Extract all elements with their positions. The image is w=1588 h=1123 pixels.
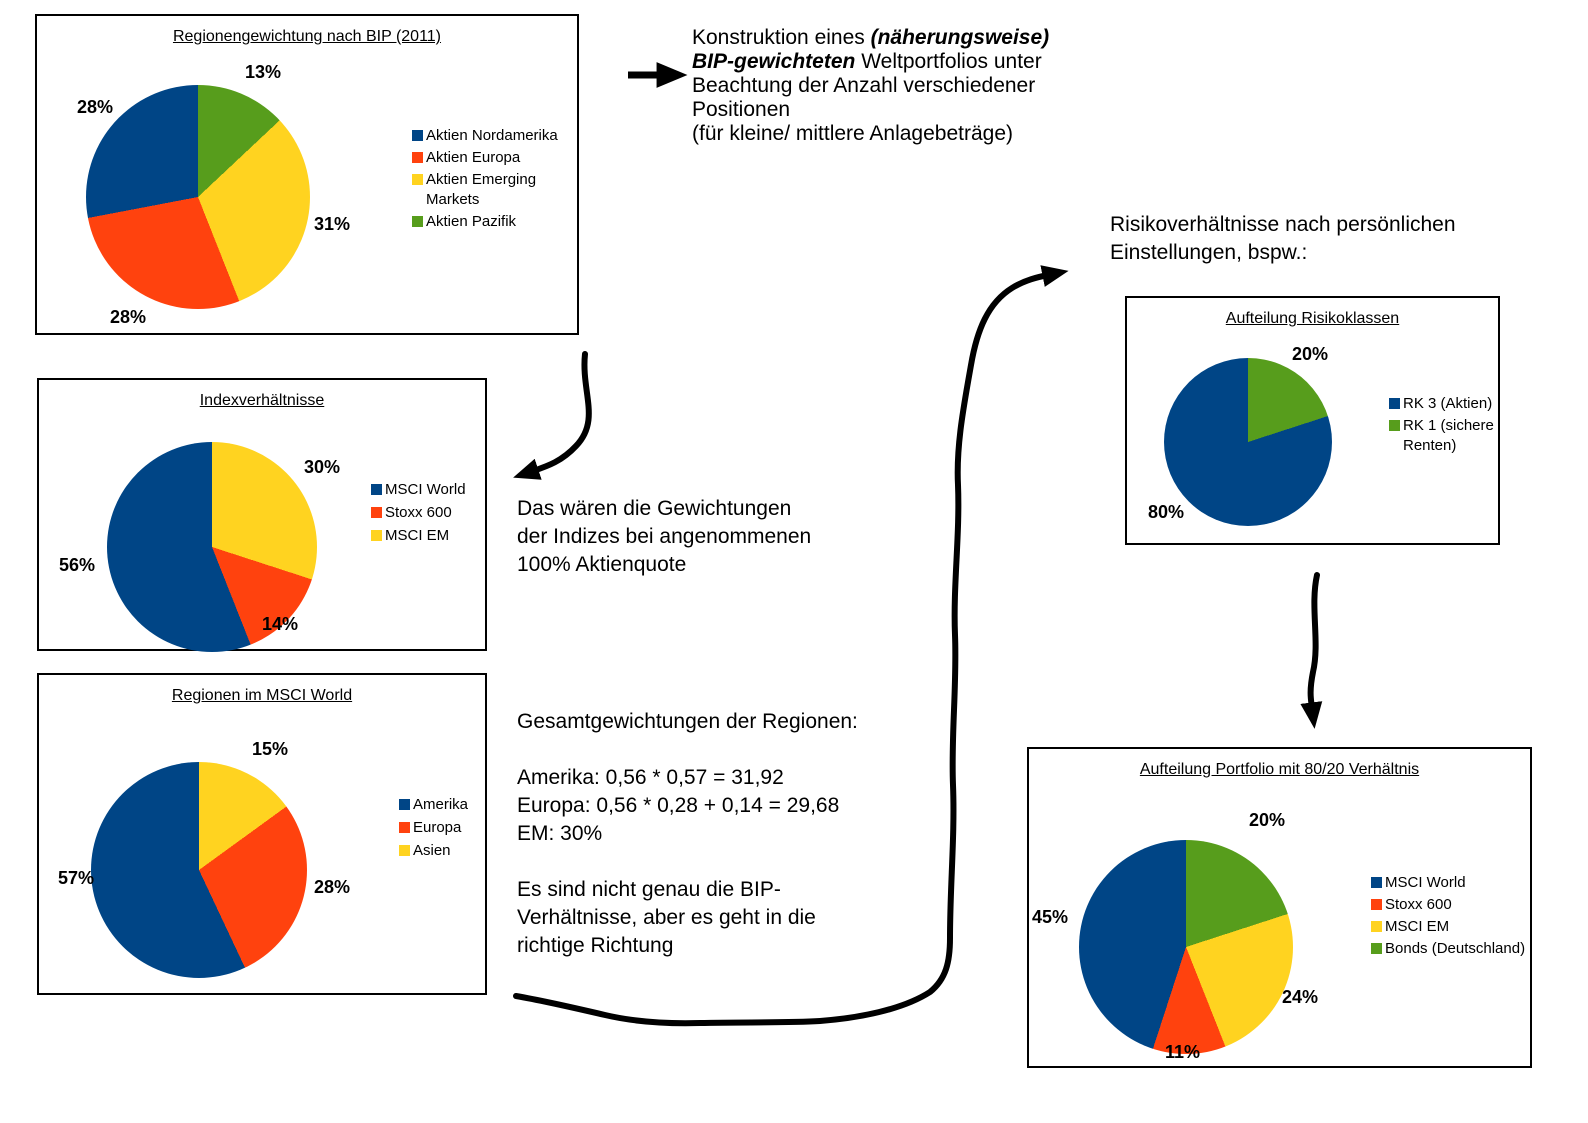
legend-swatch [399, 822, 410, 833]
chart-panel-risikoklassen: Aufteilung Risikoklassen 80% 20% RK 3 (Akt… [1125, 296, 1500, 545]
pie-slice-label: 56% [59, 555, 96, 575]
legend-item: RK 1 (sichere Renten) [1389, 416, 1509, 456]
legend-swatch [399, 799, 410, 810]
legend-item: Aktien Europa [412, 148, 570, 168]
text-segment: Beachtung der Anzahl verschiedener [692, 74, 1036, 97]
legend-item: MSCI World [1371, 873, 1556, 893]
pie-slice-label: 30% [304, 457, 341, 477]
legend-item: MSCI EM [1371, 917, 1556, 937]
legend-item: MSCI World [371, 480, 501, 500]
legend-swatch [412, 130, 423, 141]
chart-legend: Amerika Europa Asien [399, 795, 509, 861]
legend-swatch [1371, 921, 1382, 932]
legend-label: Aktien Emerging Markets [426, 171, 537, 208]
legend-label: Aktien Pazifik [426, 213, 517, 230]
legend-item: RK 3 (Aktien) [1389, 394, 1509, 414]
arrow-chart1-to-index-note [513, 351, 592, 480]
pie-slice-label: 20% [1249, 810, 1286, 830]
legend-swatch [399, 845, 410, 856]
text-segment: Konstruktion eines [692, 26, 871, 49]
pie-slice-label: 28% [77, 97, 114, 117]
legend-swatch [371, 507, 382, 518]
legend-swatch [371, 484, 382, 495]
chart-title-bip-gewichtung: Regionengewichtung nach BIP (2011) [172, 28, 442, 45]
risikoverhaeltnisse-note: Risikoverhältnisse nach persönlichen Ein… [1110, 213, 1456, 264]
legend-swatch [412, 216, 423, 227]
chart-title-regionen-msci-world: Regionen im MSCI World [171, 687, 353, 704]
text-segment: Weltportfolios unter [855, 50, 1042, 73]
legend-swatch [371, 530, 382, 541]
legend-swatch [1389, 420, 1400, 431]
legend-item: Bonds (Deutschland) [1371, 939, 1556, 959]
legend-label: Europa [413, 819, 462, 836]
chart-title-portfolio-80-20: Aufteilung Portfolio mit 80/20 Verhältni… [1139, 761, 1420, 778]
chart-legend: RK 3 (Aktien) RK 1 (sichere Renten) [1389, 394, 1509, 456]
legend-label: Amerika [413, 796, 469, 813]
legend-label: RK 3 (Aktien) [1403, 395, 1493, 412]
legend-item: Europa [399, 818, 509, 838]
chart-panel-portfolio-80-20: Aufteilung Portfolio mit 80/20 Verhältni… [1027, 747, 1532, 1068]
pie-slice-label: 11% [1165, 1042, 1201, 1062]
pie-slice-label: 80% [1148, 502, 1185, 522]
chart-title-indexverhaeltnisse: Indexverhältnisse [199, 392, 325, 409]
legend-swatch [412, 174, 423, 185]
legend-item: MSCI EM [371, 526, 501, 546]
pie-slice-label: 31% [314, 214, 351, 234]
chart-title-risikoklassen: Aufteilung Risikoklassen [1225, 310, 1400, 327]
legend-label: Aktien Europa [426, 149, 521, 166]
das-waeren-note: Das wären die Gewichtungen der Indizes b… [517, 497, 812, 576]
pie-graphic [1079, 840, 1293, 1054]
legend-swatch [1371, 877, 1382, 888]
legend-item: Stoxx 600 [371, 503, 501, 523]
legend-label: MSCI EM [1385, 918, 1450, 935]
legend-item: Amerika [399, 795, 509, 815]
arrow-risikoklassen-to-portfolio [1300, 572, 1323, 729]
legend-label: RK 1 (sichere Renten) [1403, 417, 1494, 454]
pie-slice-label: 57% [58, 868, 95, 888]
chart-panel-bip-gewichtung: Regionengewichtung nach BIP (2011) 28% 28… [35, 14, 579, 335]
chart-legend: MSCI World Stoxx 600 MSCI EM Bonds (Deutsch… [1371, 873, 1556, 959]
legend-item: Stoxx 600 [1371, 895, 1556, 915]
legend-label: MSCI World [385, 481, 466, 498]
gesamtgewichtungen-note: Gesamtgewichtungen der Regionen: Amerika… [517, 710, 858, 957]
pie-slice-label: 45% [1032, 907, 1069, 927]
pie-graphic [1164, 358, 1332, 526]
pie-graphic [91, 762, 307, 978]
legend-label: MSCI EM [385, 527, 450, 544]
legend-label: Bonds (Deutschland) [1385, 940, 1526, 957]
pie-slice-label: 28% [314, 877, 351, 897]
text-segment: BIP-gewichteten [692, 50, 856, 73]
legend-label: Stoxx 600 [385, 504, 452, 521]
legend-item: Aktien Emerging Markets [412, 170, 570, 210]
pie-slice-label: 15% [252, 739, 289, 759]
legend-swatch [1371, 899, 1382, 910]
pie-slice-label: 14% [262, 614, 299, 634]
text-segment: Positionen [692, 98, 791, 121]
pie-slice-label: 13% [245, 62, 282, 82]
legend-swatch [412, 152, 423, 163]
chart-panel-regionen-msci-world: Regionen im MSCI World 57% 28% 15% Amerika E… [37, 673, 487, 995]
pie-graphic [86, 85, 310, 309]
text-segment: (näherungsweise) [870, 26, 1050, 49]
chart-legend: Aktien Nordamerika Aktien Europa Aktien Em… [412, 126, 570, 232]
pie-graphic [107, 442, 317, 652]
legend-item: Aktien Nordamerika [412, 126, 570, 146]
legend-swatch [1389, 398, 1400, 409]
text-segment: (für kleine/ mittlere Anlagebeträge) [692, 122, 1013, 145]
konstruktion-note: Konstruktion eines (näherungsweise) BIP-g… [692, 26, 1092, 146]
legend-item: Asien [399, 841, 509, 861]
legend-item: Aktien Pazifik [412, 212, 570, 232]
legend-swatch [1371, 943, 1382, 954]
pie-slice-label: 20% [1292, 344, 1329, 364]
pie-slice-label: 28% [110, 307, 147, 327]
chart-legend: MSCI World Stoxx 600 MSCI EM [371, 480, 501, 546]
legend-label: Asien [413, 842, 451, 859]
legend-label: MSCI World [1385, 874, 1466, 891]
pie-slice-label: 24% [1282, 987, 1319, 1007]
legend-label: Stoxx 600 [1385, 896, 1452, 913]
chart-panel-indexverhaeltnisse: Indexverhältnisse 56% 14% 30% MSCI World Sto… [37, 378, 487, 652]
legend-label: Aktien Nordamerika [426, 127, 558, 144]
